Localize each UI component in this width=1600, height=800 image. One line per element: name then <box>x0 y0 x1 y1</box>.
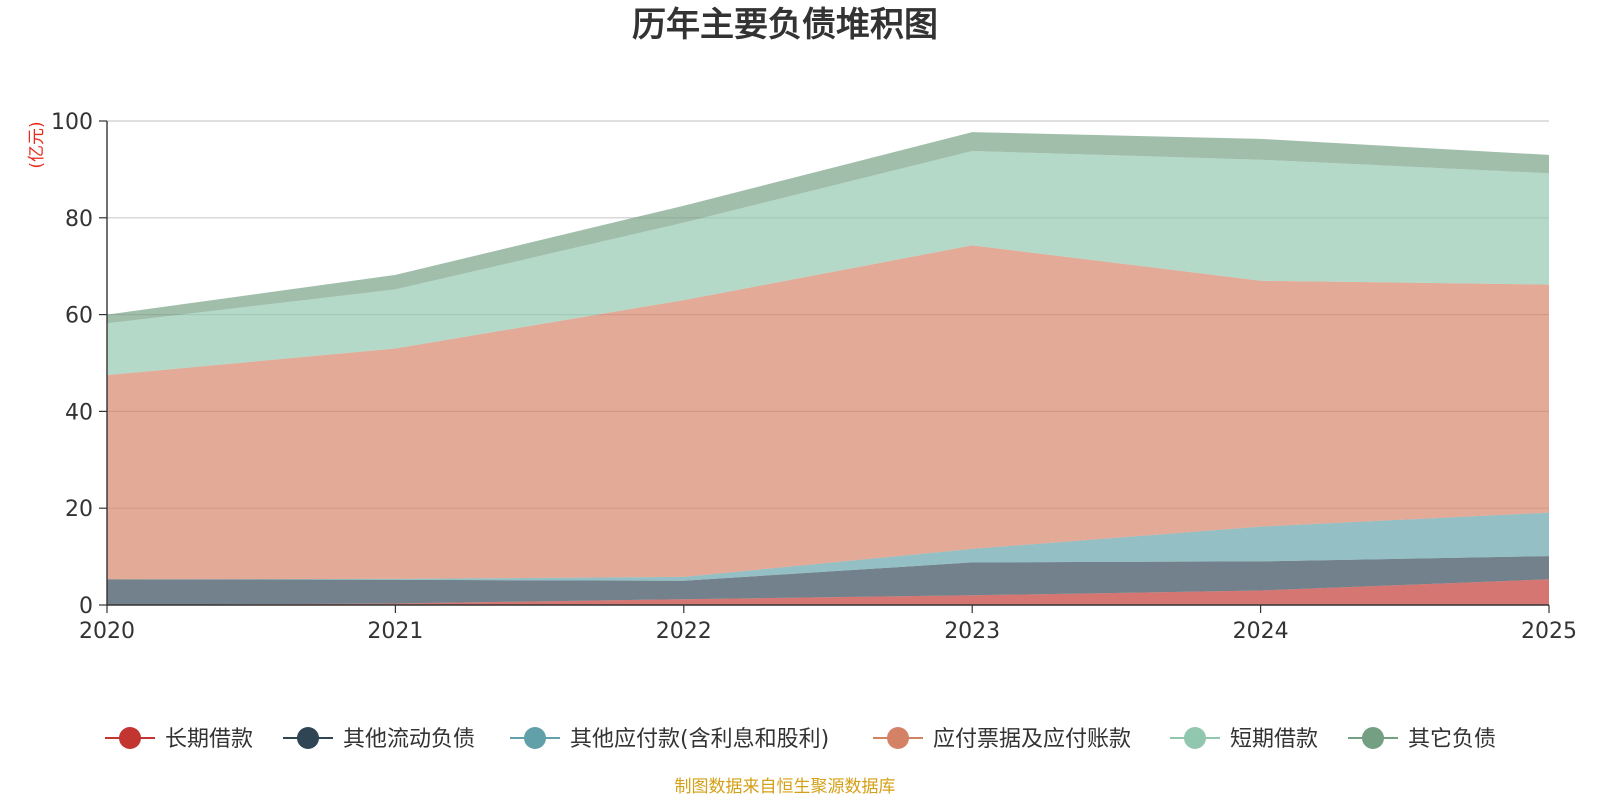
legend-label: 短期借款 <box>1230 727 1318 752</box>
legend-item-5[interactable]: 短期借款 <box>1170 727 1318 752</box>
legend-marker <box>119 727 141 749</box>
legend-item-3[interactable]: 其他应付款(含利息和股利) <box>510 727 829 752</box>
x-tick-label: 2023 <box>944 619 1000 644</box>
chart-title: 历年主要负债堆积图 <box>632 5 938 45</box>
area-series-2[interactable] <box>107 556 1549 605</box>
x-tick-label: 2025 <box>1521 619 1577 644</box>
legend-item-6[interactable]: 其它负债 <box>1348 727 1496 752</box>
area-series-5[interactable] <box>107 151 1549 376</box>
x-tick-label: 2024 <box>1233 619 1289 644</box>
axes: 0 20 40 60 80 100 2020 2021 2022 2023 2024 2025 <box>51 110 1577 644</box>
legend-item-4[interactable]: 应付票据及应付账款 <box>873 727 1131 752</box>
legend-marker <box>887 727 909 749</box>
legend-marker <box>1362 727 1384 749</box>
y-tick-label: 20 <box>65 497 93 522</box>
legend-item-2[interactable]: 其他流动负债 <box>283 727 475 752</box>
area-series-6[interactable] <box>107 132 1549 324</box>
legend[interactable]: 长期借款 其他流动负债 其他应付款(含利息和股利) 应付票据及应付账款 短期借款 其它负债 <box>105 727 1496 752</box>
legend-label: 其他应付款(含利息和股利) <box>570 727 829 752</box>
series-areas <box>107 132 1549 605</box>
area-series-3[interactable] <box>107 512 1549 581</box>
area-series-4[interactable] <box>107 245 1549 580</box>
area-series-1[interactable] <box>107 579 1549 605</box>
x-tick-label: 2022 <box>656 619 712 644</box>
y-tick-label: 80 <box>65 207 93 232</box>
y-axis-unit-label: (亿元) <box>27 121 47 168</box>
legend-item-1[interactable]: 长期借款 <box>105 727 253 752</box>
y-tick-label: 0 <box>79 594 93 619</box>
legend-marker <box>297 727 319 749</box>
x-tick-label: 2020 <box>79 619 135 644</box>
y-tick-label: 100 <box>51 110 93 135</box>
legend-label: 长期借款 <box>165 727 253 752</box>
legend-label: 其它负债 <box>1408 727 1496 752</box>
y-tick-label: 60 <box>65 304 93 329</box>
x-tick-label: 2021 <box>367 619 423 644</box>
legend-marker <box>524 727 546 749</box>
legend-marker <box>1184 727 1206 749</box>
legend-label: 应付票据及应付账款 <box>933 727 1131 752</box>
y-tick-label: 40 <box>65 400 93 425</box>
source-note: 制图数据来自恒生聚源数据库 <box>675 777 896 797</box>
legend-label: 其他流动负债 <box>343 727 475 752</box>
